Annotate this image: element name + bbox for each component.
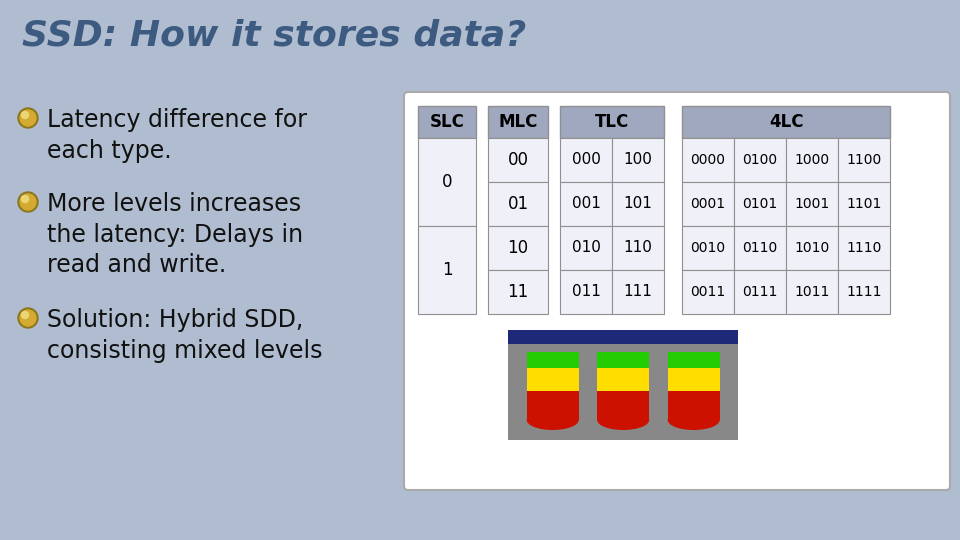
Circle shape: [21, 312, 29, 319]
Text: 1101: 1101: [847, 197, 881, 211]
Text: 4LC: 4LC: [769, 113, 804, 131]
Ellipse shape: [527, 410, 579, 430]
FancyBboxPatch shape: [786, 138, 838, 182]
FancyBboxPatch shape: [418, 226, 476, 314]
Text: 000: 000: [571, 152, 600, 167]
Text: 11: 11: [508, 283, 529, 301]
Text: 1011: 1011: [794, 285, 829, 299]
Circle shape: [18, 108, 38, 128]
Bar: [527, 391, 579, 420]
Text: 0: 0: [442, 173, 452, 191]
FancyBboxPatch shape: [786, 270, 838, 314]
FancyBboxPatch shape: [682, 138, 734, 182]
FancyBboxPatch shape: [488, 182, 548, 226]
Bar: [508, 330, 738, 344]
FancyBboxPatch shape: [488, 270, 548, 314]
FancyBboxPatch shape: [734, 226, 786, 270]
FancyBboxPatch shape: [560, 226, 612, 270]
Text: 001: 001: [571, 197, 600, 212]
Bar: [597, 352, 649, 368]
Text: 0111: 0111: [742, 285, 778, 299]
FancyBboxPatch shape: [612, 182, 664, 226]
Text: 0110: 0110: [742, 241, 778, 255]
Bar: [597, 368, 649, 391]
Bar: [668, 368, 720, 391]
Text: 00: 00: [508, 151, 529, 169]
FancyBboxPatch shape: [734, 182, 786, 226]
FancyBboxPatch shape: [838, 226, 890, 270]
Text: Solution: Hybrid SDD,
consisting mixed levels: Solution: Hybrid SDD, consisting mixed l…: [47, 308, 323, 363]
Text: 010: 010: [571, 240, 600, 255]
Text: 011: 011: [571, 285, 600, 300]
Circle shape: [20, 310, 36, 326]
Text: TLC: TLC: [595, 113, 629, 131]
Bar: [668, 352, 720, 368]
FancyBboxPatch shape: [682, 106, 890, 138]
Text: 1010: 1010: [794, 241, 829, 255]
Bar: [527, 352, 579, 368]
Text: SSD: How it stores data?: SSD: How it stores data?: [22, 18, 526, 52]
Text: 111: 111: [624, 285, 653, 300]
Text: More levels increases
the latency: Delays in
read and write.: More levels increases the latency: Delay…: [47, 192, 303, 278]
Bar: [527, 368, 579, 391]
Text: 10: 10: [508, 239, 529, 257]
FancyBboxPatch shape: [682, 226, 734, 270]
Text: 01: 01: [508, 195, 529, 213]
Bar: [668, 391, 720, 420]
FancyBboxPatch shape: [734, 138, 786, 182]
Text: 110: 110: [624, 240, 653, 255]
Bar: [508, 344, 738, 440]
Circle shape: [21, 195, 29, 202]
FancyBboxPatch shape: [612, 226, 664, 270]
Text: 0101: 0101: [742, 197, 778, 211]
Text: 0001: 0001: [690, 197, 726, 211]
FancyBboxPatch shape: [418, 106, 476, 138]
FancyBboxPatch shape: [612, 138, 664, 182]
FancyBboxPatch shape: [418, 138, 476, 226]
Circle shape: [21, 111, 29, 118]
FancyBboxPatch shape: [612, 270, 664, 314]
FancyBboxPatch shape: [560, 138, 612, 182]
FancyBboxPatch shape: [404, 92, 950, 490]
FancyBboxPatch shape: [786, 182, 838, 226]
Text: 1110: 1110: [847, 241, 881, 255]
Text: 0011: 0011: [690, 285, 726, 299]
Text: 1000: 1000: [795, 153, 829, 167]
Circle shape: [20, 194, 36, 210]
FancyBboxPatch shape: [560, 106, 664, 138]
Bar: [597, 391, 649, 420]
FancyBboxPatch shape: [838, 138, 890, 182]
Text: 1100: 1100: [847, 153, 881, 167]
FancyBboxPatch shape: [734, 270, 786, 314]
Text: 1111: 1111: [847, 285, 881, 299]
Text: 0010: 0010: [690, 241, 726, 255]
FancyBboxPatch shape: [488, 226, 548, 270]
FancyBboxPatch shape: [786, 226, 838, 270]
FancyBboxPatch shape: [838, 270, 890, 314]
Circle shape: [20, 110, 36, 126]
FancyBboxPatch shape: [488, 138, 548, 182]
FancyBboxPatch shape: [488, 106, 548, 138]
Text: 100: 100: [624, 152, 653, 167]
Circle shape: [18, 192, 38, 212]
FancyBboxPatch shape: [560, 182, 612, 226]
Text: 0100: 0100: [742, 153, 778, 167]
Text: Latency difference for
each type.: Latency difference for each type.: [47, 108, 307, 163]
Text: 101: 101: [624, 197, 653, 212]
Text: MLC: MLC: [498, 113, 538, 131]
Text: 0000: 0000: [690, 153, 726, 167]
Circle shape: [18, 308, 38, 328]
Ellipse shape: [597, 410, 649, 430]
FancyBboxPatch shape: [682, 270, 734, 314]
Ellipse shape: [668, 410, 720, 430]
Text: 1001: 1001: [794, 197, 829, 211]
Text: 1: 1: [442, 261, 452, 279]
FancyBboxPatch shape: [682, 182, 734, 226]
FancyBboxPatch shape: [560, 270, 612, 314]
FancyBboxPatch shape: [838, 182, 890, 226]
Text: SLC: SLC: [429, 113, 465, 131]
